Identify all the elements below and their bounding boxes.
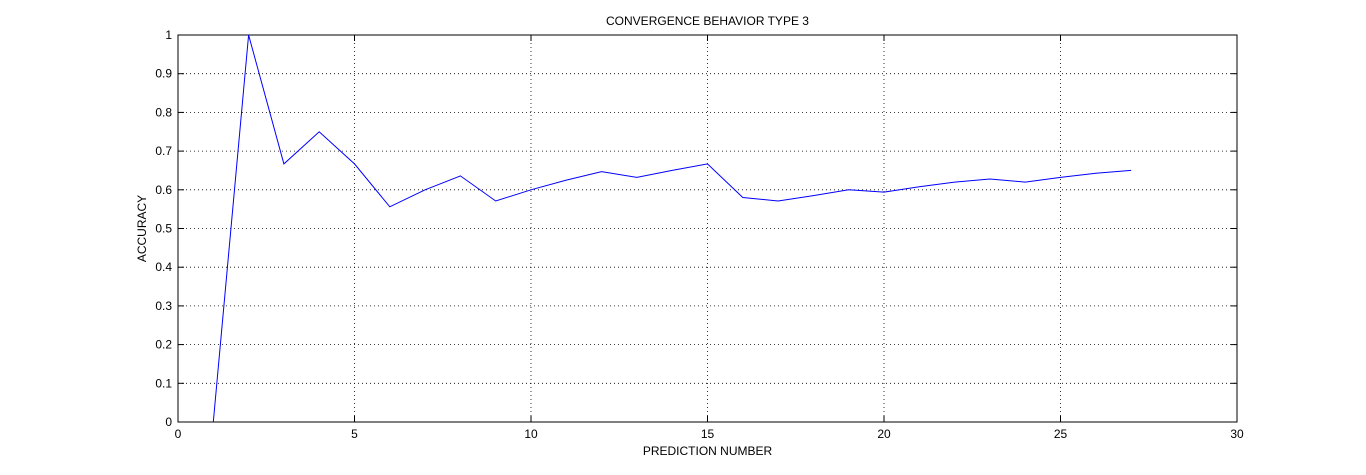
x-tick-label: 30 [1230,427,1244,441]
x-tick-label: 15 [701,427,715,441]
y-tick-label: 0.3 [155,299,172,313]
x-tick-label: 25 [1054,427,1068,441]
y-tick-label: 0.9 [155,67,172,81]
y-tick-label: 0.4 [155,260,172,274]
y-tick-label: 0.2 [155,338,172,352]
y-tick-label: 1 [165,28,172,42]
y-tick-label: 0.6 [155,183,172,197]
y-tick-label: 0 [165,415,172,429]
x-tick-label: 0 [175,427,182,441]
y-tick-label: 0.7 [155,144,172,158]
y-tick-label: 0.5 [155,222,172,236]
y-tick-label: 0.1 [155,376,172,390]
x-tick-label: 5 [351,427,358,441]
x-tick-label: 10 [524,427,538,441]
x-tick-label: 20 [877,427,891,441]
chart-title: CONVERGENCE BEHAVIOR TYPE 3 [606,14,809,28]
axis-ticks: 0 5 10 15 20 25 30 0 0.1 0.2 0.3 0.4 0.5 0.6 0.7 0.8 0.9… [155,28,1244,441]
y-tick-label: 0.8 [155,105,172,119]
series-layer [212,34,1132,423]
series-line [212,34,1132,423]
grid [178,35,1237,422]
x-axis-label: PREDICTION NUMBER [643,444,773,458]
y-axis-label: ACCURACY [135,195,149,262]
